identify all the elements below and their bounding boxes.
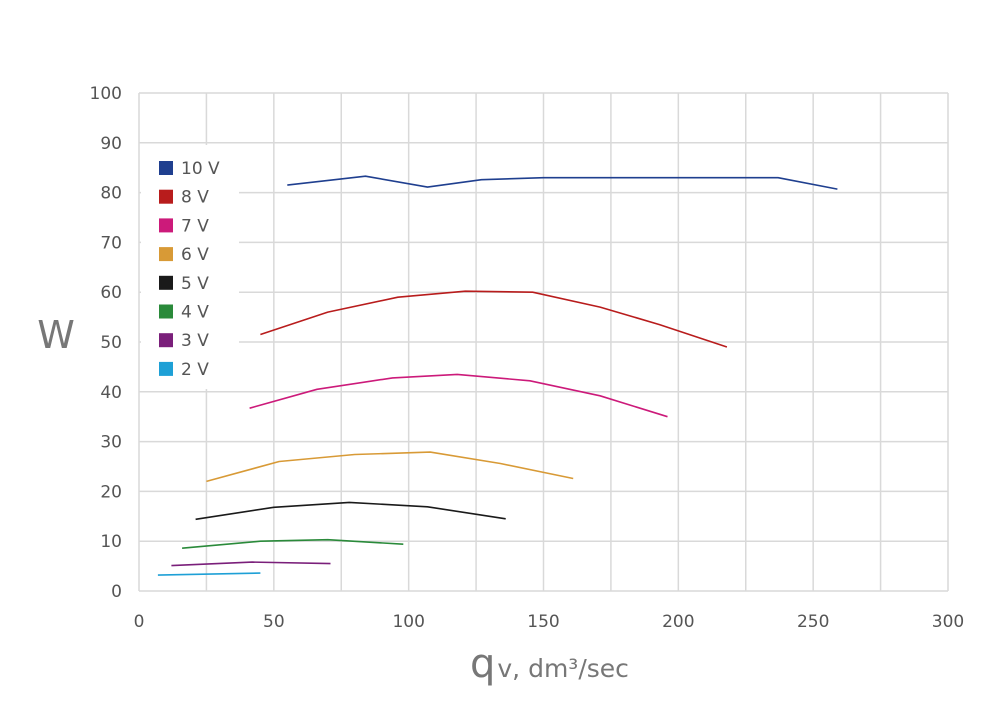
series-line-3v: [171, 561, 331, 567]
y-tick-label: 90: [100, 134, 122, 154]
series-line-4v: [182, 538, 404, 549]
y-tick-label: 10: [100, 532, 122, 552]
y-tick-label: 40: [100, 383, 122, 403]
series-line-7v: [249, 373, 668, 418]
legend-label: 8 V: [181, 188, 209, 208]
legend-label: 5 V: [181, 274, 209, 294]
legend-swatch: [159, 189, 173, 204]
legend: 10 V 8 V 7 V 6 V 5 V 4 V 3 V 2 V: [141, 145, 239, 389]
y-tick-label: 0: [111, 582, 122, 602]
legend-label: 3 V: [181, 331, 209, 351]
legend-swatch: [159, 161, 173, 175]
x-tick-label: 0: [134, 612, 145, 632]
x-tick-label: 100: [392, 612, 424, 632]
legend-label: 10 V: [181, 159, 220, 179]
x-axis-label-rest: v, dm³/sec: [497, 654, 629, 683]
x-tick-label: 200: [662, 612, 694, 632]
legend-label: 4 V: [181, 303, 209, 323]
series-line-5v: [195, 501, 506, 521]
legend-swatch: [159, 361, 173, 376]
legend-label: 2 V: [181, 360, 209, 380]
x-tick-labels: 0 50 100 150 200 250 300: [134, 612, 965, 632]
legend-swatch: [159, 275, 173, 290]
legend-swatch: [159, 218, 173, 233]
legend-label: 6 V: [181, 245, 209, 265]
x-axis-label-symbol: q: [470, 641, 495, 687]
y-tick-labels: 0 10 20 30 40 50 60 70 80 90 100: [90, 84, 122, 602]
series-line-8v: [260, 290, 728, 348]
legend-swatch: [159, 247, 173, 262]
legend-background: [141, 145, 239, 389]
x-tick-label: 50: [263, 612, 285, 632]
y-tick-label: 60: [100, 283, 122, 303]
y-axis-label: W: [37, 313, 75, 357]
series-line-10v: [287, 175, 838, 190]
y-tick-label: 30: [100, 433, 122, 453]
x-axis-label: qv, dm³/sec: [470, 641, 629, 687]
legend-swatch: [159, 304, 173, 319]
series-line-2v: [157, 572, 261, 576]
legend-label: 7 V: [181, 216, 209, 236]
y-tick-label: 20: [100, 482, 122, 502]
x-tick-label: 300: [932, 612, 964, 632]
x-tick-label: 250: [797, 612, 829, 632]
grid: [138, 92, 949, 592]
series-line-6v: [206, 451, 574, 483]
legend-swatch: [159, 333, 173, 348]
series-lines: [157, 175, 838, 576]
y-tick-label: 70: [100, 233, 122, 253]
y-tick-label: 50: [100, 333, 122, 353]
y-tick-label: 100: [90, 84, 122, 104]
x-tick-label: 150: [527, 612, 559, 632]
y-tick-label: 80: [100, 184, 122, 204]
